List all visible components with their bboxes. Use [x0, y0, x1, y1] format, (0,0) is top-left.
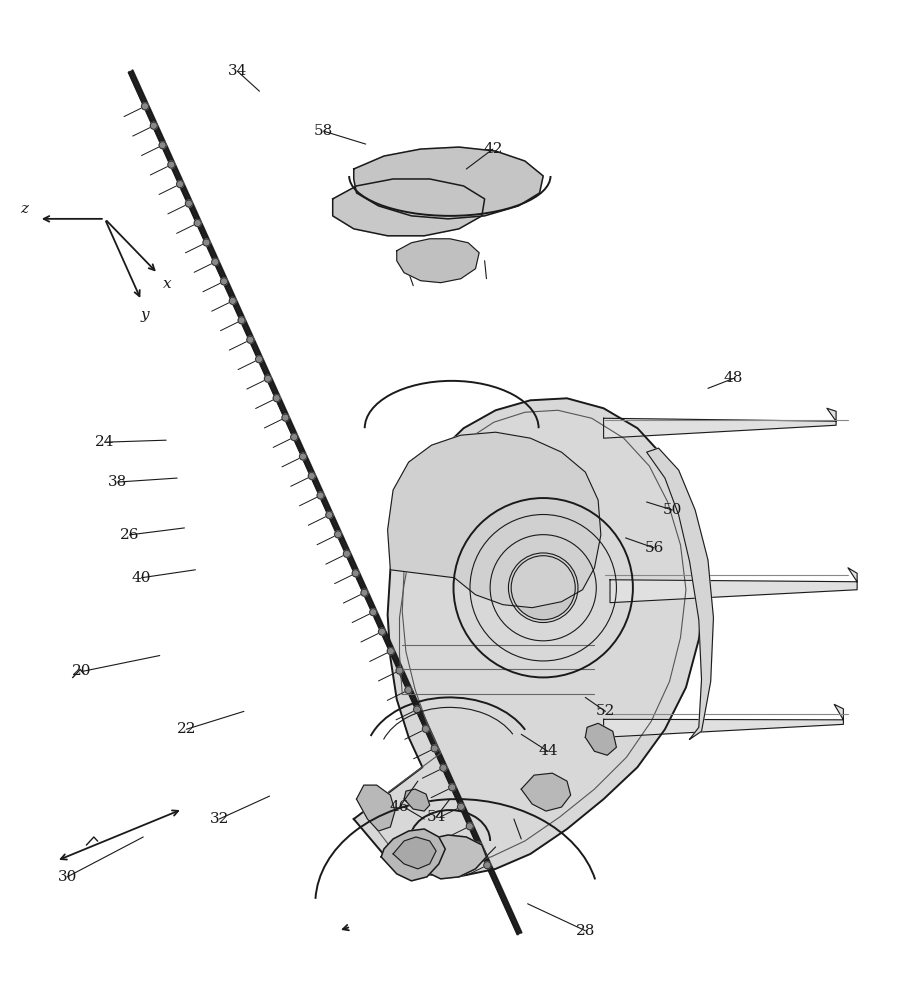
Circle shape: [159, 142, 166, 149]
Circle shape: [361, 589, 368, 596]
Circle shape: [299, 453, 307, 460]
Text: x: x: [162, 277, 172, 291]
Circle shape: [484, 862, 491, 869]
Circle shape: [440, 764, 447, 771]
Circle shape: [185, 200, 193, 207]
Circle shape: [255, 356, 263, 363]
Circle shape: [176, 181, 184, 188]
Text: 42: 42: [483, 142, 503, 156]
Text: 54: 54: [427, 810, 446, 824]
Circle shape: [343, 550, 351, 557]
Polygon shape: [387, 432, 601, 608]
Circle shape: [203, 239, 210, 246]
Text: 56: 56: [644, 541, 664, 555]
Circle shape: [274, 395, 280, 402]
Text: 46: 46: [390, 800, 409, 814]
Text: 48: 48: [724, 371, 744, 385]
Circle shape: [449, 784, 455, 791]
Polygon shape: [393, 837, 436, 869]
Text: 28: 28: [576, 924, 595, 938]
Text: 44: 44: [538, 744, 557, 758]
Polygon shape: [404, 789, 430, 811]
Circle shape: [168, 161, 174, 168]
Circle shape: [370, 609, 376, 616]
Text: 38: 38: [108, 475, 128, 489]
Polygon shape: [411, 835, 487, 879]
Circle shape: [387, 648, 394, 655]
Circle shape: [230, 297, 236, 304]
Polygon shape: [646, 448, 713, 739]
Circle shape: [353, 570, 359, 577]
Circle shape: [414, 706, 420, 713]
Circle shape: [475, 842, 482, 849]
Polygon shape: [610, 568, 857, 603]
Circle shape: [457, 803, 465, 810]
Circle shape: [396, 667, 403, 674]
Polygon shape: [604, 704, 844, 737]
Circle shape: [195, 220, 201, 227]
Text: 30: 30: [58, 870, 77, 884]
Circle shape: [247, 336, 253, 343]
Text: 32: 32: [209, 812, 229, 826]
Circle shape: [422, 725, 430, 732]
Polygon shape: [353, 398, 704, 877]
Text: 34: 34: [228, 64, 247, 78]
Text: 50: 50: [663, 503, 682, 517]
Text: 26: 26: [119, 528, 140, 542]
Circle shape: [334, 531, 341, 538]
Text: 20: 20: [73, 664, 92, 678]
Text: 52: 52: [596, 704, 615, 718]
Polygon shape: [586, 723, 616, 755]
Circle shape: [282, 414, 289, 421]
Circle shape: [378, 628, 386, 635]
Text: 58: 58: [314, 124, 333, 138]
Circle shape: [264, 375, 272, 382]
Text: 22: 22: [176, 722, 196, 736]
Text: z: z: [20, 202, 28, 216]
Polygon shape: [356, 785, 395, 831]
Circle shape: [291, 434, 297, 441]
Circle shape: [212, 258, 218, 265]
Circle shape: [466, 823, 473, 830]
Circle shape: [308, 473, 315, 479]
Circle shape: [326, 511, 333, 518]
Circle shape: [151, 122, 157, 129]
Polygon shape: [604, 408, 836, 438]
Circle shape: [405, 687, 412, 694]
Circle shape: [431, 745, 438, 752]
Text: 40: 40: [131, 571, 151, 585]
Circle shape: [317, 492, 324, 499]
Circle shape: [511, 556, 576, 620]
Circle shape: [220, 278, 228, 285]
Circle shape: [141, 103, 149, 110]
Polygon shape: [521, 773, 571, 811]
Polygon shape: [381, 829, 445, 881]
Polygon shape: [353, 147, 543, 219]
Text: 24: 24: [95, 435, 115, 449]
Text: y: y: [140, 308, 150, 322]
Polygon shape: [332, 179, 485, 236]
Polygon shape: [397, 239, 479, 283]
Circle shape: [238, 317, 245, 324]
